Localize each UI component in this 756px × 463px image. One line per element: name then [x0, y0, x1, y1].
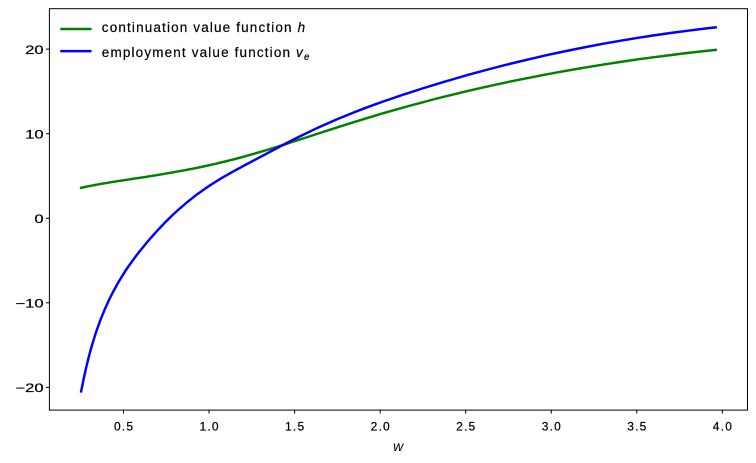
svg-text:employment value function ve: employment value function ve	[102, 45, 310, 63]
svg-text:w: w	[393, 438, 404, 454]
svg-text:0.5: 0.5	[114, 419, 134, 433]
svg-text:3.5: 3.5	[627, 419, 647, 433]
svg-text:1.5: 1.5	[285, 419, 305, 433]
svg-text:20: 20	[25, 44, 43, 57]
svg-text:−20: −20	[16, 382, 44, 395]
svg-text:10: 10	[25, 128, 43, 141]
svg-text:3.0: 3.0	[542, 419, 562, 433]
svg-text:2.0: 2.0	[371, 419, 391, 433]
svg-text:1.0: 1.0	[200, 419, 220, 433]
svg-text:2.5: 2.5	[456, 419, 476, 433]
svg-text:4.0: 4.0	[713, 419, 733, 433]
svg-text:−10: −10	[16, 298, 44, 311]
svg-text:continuation value function h: continuation value function h	[102, 20, 306, 35]
svg-text:0: 0	[34, 213, 43, 226]
